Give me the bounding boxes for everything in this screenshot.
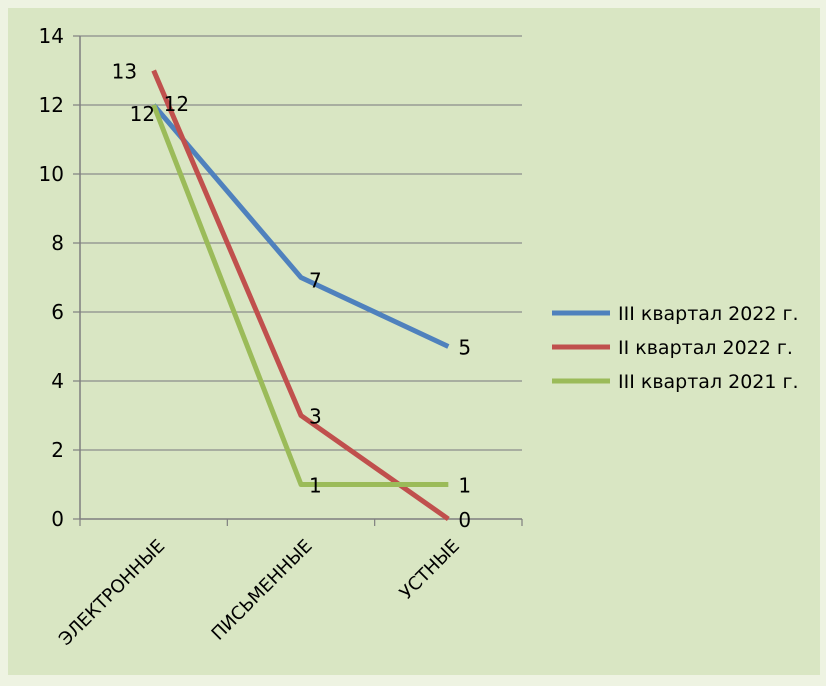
legend-label: III квартал 2021 г. — [618, 371, 799, 393]
y-tick-label: 8 — [51, 231, 64, 255]
y-tick-label: 10 — [39, 162, 64, 186]
series-line — [151, 103, 450, 349]
legend-label: III квартал 2022 г. — [618, 303, 799, 325]
gridlines — [80, 35, 522, 451]
data-label: 12 — [164, 92, 189, 116]
data-label: 3 — [309, 405, 322, 429]
data-labels: 12 7 5 13 3 0 12 1 1 — [112, 60, 471, 533]
y-tick-label: 12 — [39, 93, 64, 117]
legend-label: II квартал 2022 г. — [618, 337, 793, 359]
data-label: 5 — [458, 336, 471, 360]
legend: III квартал 2022 г. II квартал 2022 г. III… — [552, 303, 799, 393]
chart-background — [8, 8, 820, 675]
series-lines — [151, 69, 450, 522]
y-tick-label: 2 — [51, 438, 64, 462]
data-label: 1 — [309, 474, 322, 498]
data-label: 12 — [130, 102, 155, 126]
series-line — [151, 104, 449, 487]
data-label: 13 — [112, 60, 137, 84]
y-tick-label: 0 — [51, 507, 64, 531]
y-tick-label: 4 — [51, 369, 64, 393]
y-tick-label: 6 — [51, 300, 64, 324]
data-label: 7 — [309, 269, 322, 293]
data-label: 0 — [458, 508, 471, 532]
data-label: 1 — [458, 474, 471, 498]
y-tick-label: 14 — [39, 24, 64, 48]
